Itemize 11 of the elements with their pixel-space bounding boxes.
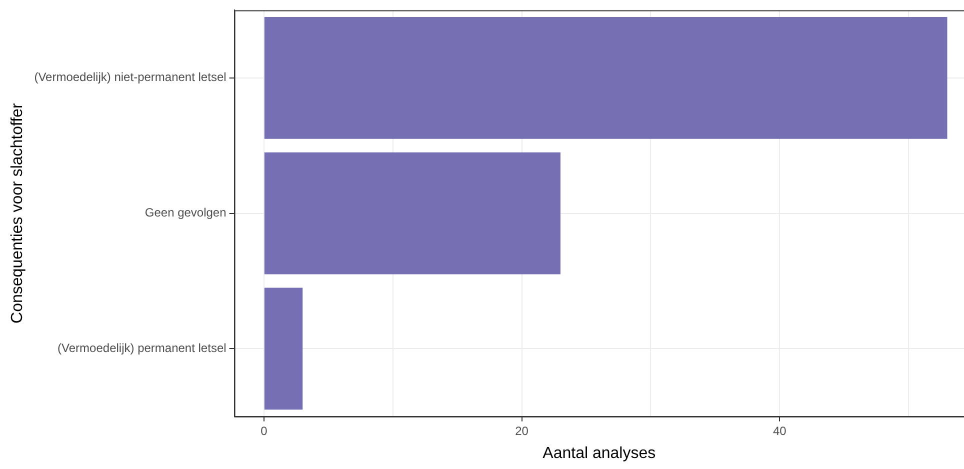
bar — [264, 16, 948, 139]
y-tick-label: Geen gevolgen — [144, 206, 226, 220]
bar — [264, 152, 560, 274]
x-axis-title: Aantal analyses — [542, 444, 656, 462]
bar — [264, 288, 303, 410]
y-tick-label: (Vermoedelijk) niet-permanent letsel — [34, 70, 226, 84]
x-tick-label: 40 — [772, 424, 787, 438]
y-tick-label: (Vermoedelijk) permanent letsel — [58, 341, 226, 356]
x-tick-label: 20 — [515, 424, 529, 438]
y-axis-title: Consequenties voor slachtoffer — [9, 102, 26, 324]
x-tick-label: 0 — [260, 424, 268, 438]
